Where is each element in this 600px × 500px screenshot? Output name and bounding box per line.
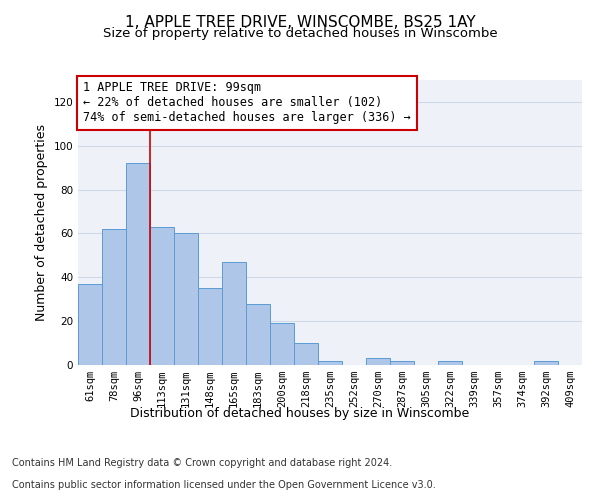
Text: Size of property relative to detached houses in Winscombe: Size of property relative to detached ho… (103, 28, 497, 40)
Bar (438, 360, 462, 365)
Bar (318, 360, 342, 365)
Bar (78, 284, 102, 365)
Text: Contains public sector information licensed under the Open Government Licence v3: Contains public sector information licen… (12, 480, 436, 490)
Bar (294, 343, 318, 365)
Bar (366, 358, 390, 365)
Bar (390, 360, 414, 365)
Bar (222, 262, 246, 365)
Bar (102, 229, 126, 365)
Bar (198, 288, 222, 365)
Bar (150, 227, 174, 365)
Text: Contains HM Land Registry data © Crown copyright and database right 2024.: Contains HM Land Registry data © Crown c… (12, 458, 392, 468)
Text: 1, APPLE TREE DRIVE, WINSCOMBE, BS25 1AY: 1, APPLE TREE DRIVE, WINSCOMBE, BS25 1AY (125, 15, 475, 30)
Bar (126, 164, 150, 365)
Bar (246, 304, 270, 365)
Bar (534, 360, 558, 365)
Bar (174, 234, 198, 365)
Text: Distribution of detached houses by size in Winscombe: Distribution of detached houses by size … (130, 408, 470, 420)
Bar (270, 324, 294, 365)
Y-axis label: Number of detached properties: Number of detached properties (35, 124, 48, 321)
Text: 1 APPLE TREE DRIVE: 99sqm
← 22% of detached houses are smaller (102)
74% of semi: 1 APPLE TREE DRIVE: 99sqm ← 22% of detac… (83, 82, 411, 124)
